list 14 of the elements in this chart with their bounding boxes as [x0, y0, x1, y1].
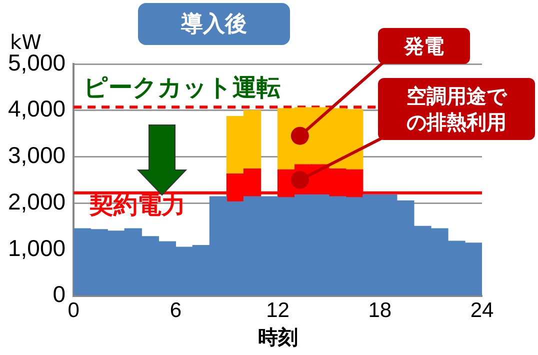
x-tick-label: 12 — [266, 299, 290, 322]
y-tick-label: 2,000 — [8, 188, 66, 214]
ref-line-label: ピークカット運転 — [84, 73, 281, 102]
x-axis-title: 時刻 — [258, 325, 298, 350]
chart-title: 導入後 — [138, 3, 290, 45]
x-tick-label: 18 — [368, 299, 392, 322]
y-tick-label: 4,000 — [8, 96, 66, 122]
x-tick-label: 24 — [470, 299, 494, 322]
x-tick-label: 6 — [170, 299, 182, 322]
annotation: 空調用途での排熱利用 — [406, 83, 508, 135]
annotation: 発電 — [404, 33, 444, 59]
y-tick-label: 3,000 — [8, 142, 66, 168]
ref-line-label: 契約電力 — [88, 191, 186, 220]
y-tick-label: 1,000 — [8, 234, 66, 261]
